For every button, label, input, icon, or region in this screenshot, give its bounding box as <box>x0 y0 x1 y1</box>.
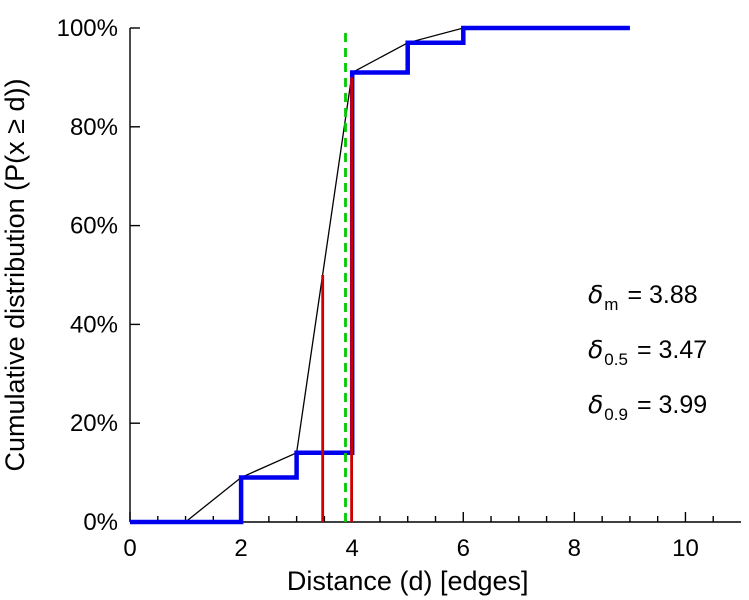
svg-text:4: 4 <box>346 535 359 562</box>
svg-text:0: 0 <box>123 535 136 562</box>
delta-symbol: δ <box>588 390 604 419</box>
svg-text:40%: 40% <box>70 311 118 338</box>
svg-text:0%: 0% <box>83 509 118 536</box>
delta-value: = 3.88 <box>627 281 698 309</box>
y-tick-labels: 0% 20% 40% 60% 80% 100% <box>57 15 118 536</box>
stats-annotations: δm = 3.88 δ0.5 = 3.47 δ0.9 = 3.99 <box>588 280 707 445</box>
svg-text:6: 6 <box>457 535 470 562</box>
series-empirical-cdf-step <box>130 25 630 525</box>
delta-subscript: m <box>604 295 619 314</box>
annotation-delta-mean: δm = 3.88 <box>588 280 707 335</box>
svg-text:60%: 60% <box>70 213 118 240</box>
svg-text:10: 10 <box>672 535 699 562</box>
delta-value: = 3.99 <box>636 391 708 419</box>
x-axis-label: Distance (d) [edges] <box>287 566 529 596</box>
delta-subscript: 0.9 <box>604 405 628 424</box>
svg-text:8: 8 <box>568 535 581 562</box>
x-tick-labels: 0 2 4 6 8 10 <box>123 535 698 562</box>
svg-text:80%: 80% <box>70 114 118 141</box>
axes <box>129 28 741 523</box>
svg-text:20%: 20% <box>70 410 118 437</box>
svg-text:100%: 100% <box>57 15 118 42</box>
series-interpolated-cdf-line <box>130 27 630 523</box>
annotation-delta-p90: δ0.9 = 3.99 <box>588 390 707 445</box>
svg-text:2: 2 <box>234 535 247 562</box>
y-axis-ticks <box>130 27 140 523</box>
delta-value: = 3.47 <box>636 336 708 364</box>
annotation-delta-median: δ0.5 = 3.47 <box>588 335 707 390</box>
delta-subscript: 0.5 <box>604 350 628 369</box>
delta-symbol: δ <box>588 280 604 309</box>
delta-symbol: δ <box>588 335 604 364</box>
y-axis-label: Cumulative distribution (P(x ≥ d)) <box>0 79 30 472</box>
